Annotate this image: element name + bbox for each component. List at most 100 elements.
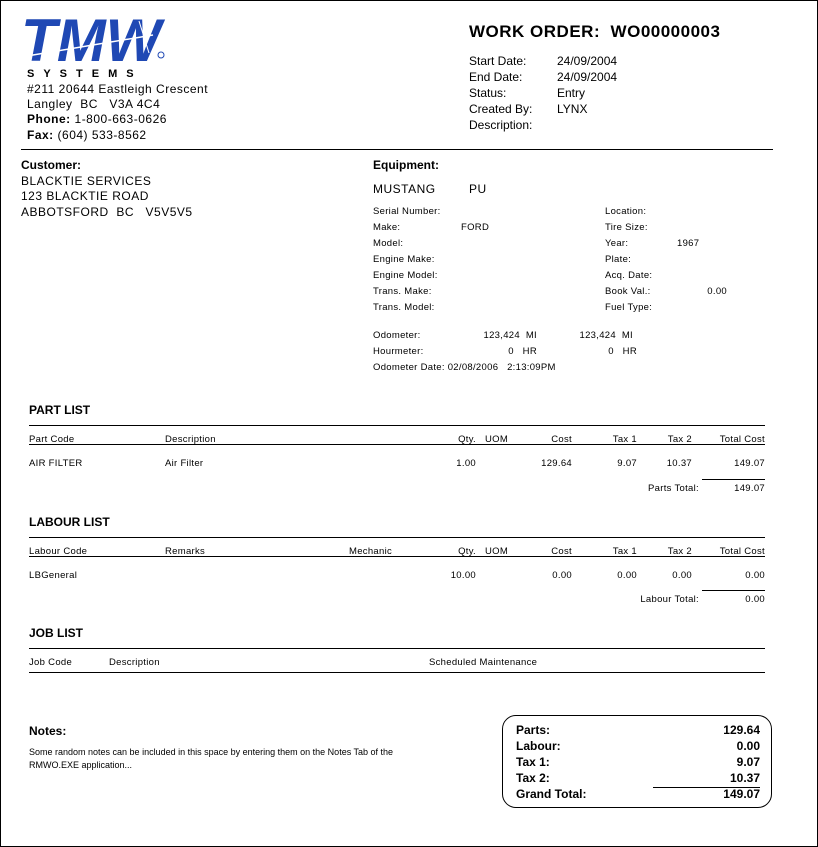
odometer-value-2: 123,424 MI	[579, 330, 633, 341]
order-field-label: Description:	[469, 118, 533, 132]
totals-value: 10.37	[729, 771, 760, 785]
totals-value: 9.07	[736, 755, 760, 769]
parts-column-header: Total Cost	[719, 434, 765, 445]
labour-cell: 0.00	[617, 570, 637, 581]
customer-line: 123 BLACKTIE ROAD	[21, 189, 149, 203]
order-field-label: Created By:	[469, 102, 533, 116]
labour-cell: 0.00	[672, 570, 692, 581]
labour-column-header: Tax 1	[612, 546, 637, 557]
parts-cell: Air Filter	[165, 458, 204, 469]
fax-value: (604) 533-8562	[57, 128, 147, 142]
job-header-scheduled: Scheduled Maintenance	[429, 657, 538, 668]
labour-column-header: Mechanic	[349, 546, 393, 557]
company-phone: Phone: 1-800-663-0626	[27, 112, 167, 126]
notes-text-line2: RMWO.EXE application...	[29, 760, 133, 770]
order-field-label: Status:	[469, 86, 507, 100]
labour-list-title: LABOUR LIST	[29, 515, 110, 529]
svg-text:TMW: TMW	[21, 13, 165, 71]
parts-cell: 1.00	[456, 458, 476, 469]
totals-label: Tax 2:	[516, 771, 550, 785]
equipment-unit: MUSTANG	[373, 182, 436, 196]
job-header-rule	[29, 672, 765, 673]
parts-cell: 10.37	[666, 458, 692, 469]
labour-total-rule	[702, 590, 765, 591]
parts-column-header: UOM	[485, 434, 509, 445]
equipment-field-label: Fuel Type:	[605, 302, 653, 313]
labour-list-rule	[29, 537, 765, 538]
logo-systems-text: SYSTEMS	[27, 68, 143, 80]
labour-header-rule	[29, 556, 765, 557]
equipment-field-label: Engine Make:	[373, 254, 435, 265]
company-address-line1: #211 20644 Eastleigh Crescent	[27, 82, 209, 96]
equipment-field-label: Location:	[605, 206, 647, 217]
parts-cell: 149.07	[734, 458, 765, 469]
hourmeter-value-2: 0 HR	[608, 346, 637, 357]
labour-column-header: Remarks	[165, 546, 206, 557]
fax-label: Fax:	[27, 128, 54, 142]
totals-value: 0.00	[736, 739, 760, 753]
labour-column-header: Tax 2	[667, 546, 692, 557]
job-header-code: Job Code	[29, 657, 73, 668]
hourmeter-label: Hourmeter:	[373, 346, 424, 357]
parts-total-value: 149.07	[734, 483, 765, 494]
job-list-title: JOB LIST	[29, 626, 84, 640]
equipment-field-label: Engine Model:	[373, 270, 438, 281]
work-order-title: WORK ORDER: WO00000003	[469, 22, 721, 41]
totals-box	[502, 715, 772, 808]
parts-total-rule	[702, 479, 765, 480]
totals-value: 129.64	[723, 723, 760, 737]
order-field-label: End Date:	[469, 70, 523, 84]
customer-heading: Customer:	[21, 158, 82, 172]
labour-column-header: Cost	[551, 546, 572, 557]
order-field-value: 24/09/2004	[557, 54, 618, 68]
totals-label: Grand Total:	[516, 787, 587, 801]
equipment-field-label: Year:	[605, 238, 629, 249]
notes-heading: Notes:	[29, 724, 67, 738]
parts-column-header: Part Code	[29, 434, 75, 445]
equipment-field-label: Tire Size:	[605, 222, 648, 233]
odometer-value-1: 123,424 MI	[483, 330, 537, 341]
order-field-label: Start Date:	[469, 54, 527, 68]
odometer-label: Odometer:	[373, 330, 421, 341]
parts-cell: 9.07	[617, 458, 637, 469]
parts-cell: AIR FILTER	[29, 458, 83, 469]
equipment-field-label: Trans. Make:	[373, 286, 432, 297]
parts-column-header: Description	[165, 434, 216, 445]
equipment-field-label: Make:	[373, 222, 401, 233]
labour-cell: 10.00	[450, 570, 476, 581]
parts-column-header: Qty.	[458, 434, 476, 445]
labour-cell: 0.00	[552, 570, 572, 581]
phone-value: 1-800-663-0626	[74, 112, 167, 126]
labour-total-value: 0.00	[745, 594, 765, 605]
header-divider	[21, 149, 773, 150]
order-field-value: LYNX	[557, 102, 588, 116]
phone-label: Phone:	[27, 112, 71, 126]
totals-label: Tax 1:	[516, 755, 550, 769]
order-field-value: 24/09/2004	[557, 70, 618, 84]
job-header-description: Description	[109, 657, 160, 668]
grand-total-rule	[653, 787, 760, 788]
part-list-title: PART LIST	[29, 403, 91, 417]
parts-column-header: Tax 2	[667, 434, 692, 445]
tmw-logo: TMW	[20, 7, 167, 74]
labour-column-header: Labour Code	[29, 546, 88, 557]
parts-column-header: Tax 1	[612, 434, 637, 445]
customer-line: ABBOTSFORD BC V5V5V5	[21, 205, 193, 219]
odometer-date: Odometer Date: 02/08/2006 2:13:09PM	[373, 362, 556, 373]
equipment-field-label: Acq. Date:	[605, 270, 653, 281]
totals-label: Labour:	[516, 739, 561, 753]
notes-text-line1: Some random notes can be included in thi…	[29, 747, 394, 757]
equipment-type: PU	[469, 182, 487, 196]
job-list-rule	[29, 648, 765, 649]
labour-total-label: Labour Total:	[640, 594, 699, 605]
parts-cell: 129.64	[541, 458, 572, 469]
equipment-field-label: Book Val.:	[605, 286, 651, 297]
equipment-field-value: FORD	[461, 222, 490, 233]
labour-column-header: Total Cost	[719, 546, 765, 557]
labour-cell: LBGeneral	[29, 570, 78, 581]
parts-total-label: Parts Total:	[648, 483, 699, 494]
part-list-rule	[29, 425, 765, 426]
hourmeter-value-1: 0 HR	[508, 346, 537, 357]
equipment-field-label: Trans. Model:	[373, 302, 435, 313]
labour-cell: 0.00	[745, 570, 765, 581]
